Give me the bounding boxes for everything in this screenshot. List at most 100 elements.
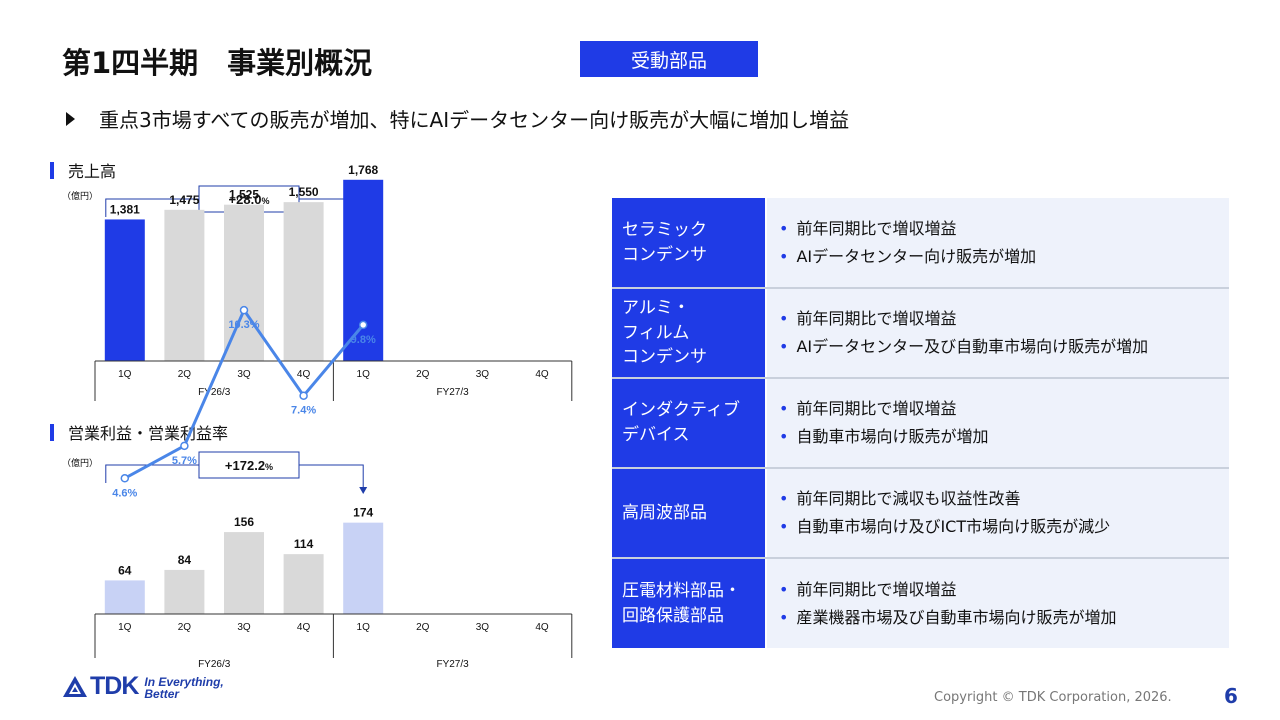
segment-name-line: セラミック: [622, 219, 707, 240]
segment-point-text: 前年同期比で増収増益: [796, 309, 957, 328]
segment-name-line: フィルム: [622, 322, 690, 343]
segment-point-text: 産業機器市場及び自動車市場向け販売が増加: [796, 607, 1117, 627]
margin-label: 5.7%: [172, 455, 197, 467]
segment-point: • AIデータセンター向け販売が増加: [779, 243, 1217, 271]
bar-value-label: 174: [353, 506, 373, 520]
margin-point: [299, 391, 308, 400]
segment-point-text: 前年同期比で減収も収益性改善: [796, 489, 1021, 508]
tdk-logo-mark-icon: [63, 675, 87, 697]
segment-name-line: 高周波部品: [622, 502, 707, 523]
bullet-dot-icon: •: [779, 246, 789, 266]
bar-value-label: 64: [118, 563, 132, 577]
segment-name-line: 圧電材料部品・: [622, 580, 741, 601]
segment-row: 高周波部品 • 前年同期比で減収も収益性改善 • 自動車市場向け及びICT市場向け販売が…: [612, 468, 1229, 559]
segment-description: • 前年同期比で減収も収益性改善 • 自動車市場向け及びICT市場向け販売が減少: [766, 468, 1229, 559]
growth-label: +28.0%: [229, 192, 270, 207]
bar-4: [283, 202, 324, 361]
bullet-dot-icon: •: [779, 337, 789, 356]
x-tick-label: 4Q: [535, 369, 549, 380]
tagline-line-2: Better: [144, 686, 180, 701]
bar-2: [164, 569, 205, 614]
page-title: 第1四半期 事業別概況: [62, 46, 373, 80]
segment-name: 高周波部品: [612, 468, 767, 559]
growth-unit: %: [261, 196, 269, 206]
segment-point: • AIデータセンター及び自動車市場向け販売が増加: [779, 333, 1217, 361]
margin-point: [120, 474, 130, 483]
margin-point: [180, 441, 189, 451]
x-tick-label: 2Q: [178, 622, 192, 633]
x-tick-label: 3Q: [237, 369, 251, 380]
segment-name-line: アルミ・: [622, 298, 690, 319]
segment-point-text: 自動車市場向け販売が増加: [796, 427, 989, 446]
segment-point-text: 前年同期比で増収増益: [796, 399, 957, 418]
segment-name-line: インダクティブ: [622, 400, 740, 421]
bar-value-label: 156: [234, 515, 254, 529]
group-label: FY26/3: [198, 387, 231, 398]
growth-value: +172.2: [225, 458, 265, 473]
segment-point-text: 自動車市場向け及びICT市場向け販売が減少: [796, 517, 1111, 536]
profit-section-label: 営業利益・営業利益率: [50, 420, 228, 444]
bullet-dot-icon: •: [779, 399, 789, 418]
segment-description: • 前年同期比で増収増益 • AIデータセンター及び自動車市場向け販売が増加: [766, 288, 1229, 379]
segment-name-line: コンデンサ: [622, 347, 707, 368]
group-label: FY27/3: [436, 659, 469, 670]
segment-point-text: 前年同期比で増収増益: [796, 218, 957, 238]
segment-name: セラミック コンデンサ: [612, 198, 767, 289]
x-tick-label: 1Q: [357, 622, 371, 633]
segment-name: インダクティブ デバイス: [612, 378, 767, 469]
sales-chart: +28.0% 1,381 1,475 1,525 1,550 1,768 1Q 2Q 3Q 4Q 1…: [94, 163, 573, 401]
margin-label: 7.4%: [291, 405, 316, 417]
bullet-dot-icon: •: [779, 427, 789, 446]
bar-3: [224, 532, 264, 614]
segment-point-text: 前年同期比で増収増益: [796, 579, 957, 599]
tdk-logo: TDK In Everything, Better: [62, 672, 224, 701]
bar-value-label: 1,381: [110, 202, 140, 216]
segment-name: アルミ・フィルムコンデンサ: [612, 288, 767, 379]
segment-point: • 産業機器市場及び自動車市場向け販売が増加: [779, 604, 1217, 632]
x-tick-label: 2Q: [178, 369, 192, 380]
segment-point: • 自動車市場向け販売が増加: [779, 423, 1217, 451]
bullet-arrow-icon: [66, 111, 75, 126]
section-marker: [50, 423, 54, 441]
segment-row: インダクティブ デバイス • 前年同期比で増収増益 • 自動車市場向け販売が増加: [612, 378, 1229, 469]
segment-row: アルミ・フィルムコンデンサ • 前年同期比で増収増益 • AIデータセンター及び自動車市…: [612, 288, 1229, 379]
growth-label: +172.2%: [225, 458, 273, 473]
bar-2: [164, 209, 205, 361]
sales-section-label: 売上高: [50, 158, 116, 182]
segment-description: • 前年同期比で増収増益 • 産業機器市場及び自動車市場向け販売が増加: [766, 558, 1229, 648]
copyright: Copyright © TDK Corporation, 2026.: [934, 690, 1172, 705]
bar-value-label: 84: [178, 553, 192, 567]
x-tick-label: 4Q: [535, 622, 549, 633]
segment-point: • 自動車市場向け及びICT市場向け販売が減少: [779, 513, 1217, 541]
margin-label: 4.6%: [112, 487, 137, 499]
x-tick-label: 3Q: [476, 369, 490, 380]
segment-name-line: 回路保護部品: [622, 605, 724, 626]
bar-1: [104, 580, 145, 614]
segment-description: • 前年同期比で増収増益 • 自動車市場向け販売が増加: [766, 378, 1229, 469]
bar-value-label: 1,768: [348, 163, 378, 177]
segment-name-line: デバイス: [622, 425, 690, 445]
bullet-dot-icon: •: [779, 218, 789, 238]
tagline-line-1: In Everything,: [144, 674, 224, 689]
segment-point: • 前年同期比で減収も収益性改善: [779, 485, 1217, 513]
headline: 重点3市場すべての販売が増加、特にAIデータセンター向け販売が大幅に増加し増益: [62, 104, 849, 133]
growth-value: +28.0: [229, 192, 262, 207]
bar-3: [224, 204, 264, 361]
bullet-dot-icon: •: [779, 309, 789, 328]
sales-section-title: 売上高: [68, 162, 117, 181]
bar-value-label: 1,475: [169, 193, 199, 207]
growth-arrow-icon: [359, 487, 368, 494]
group-label: FY26/3: [198, 659, 231, 670]
bar-value-label: 1,550: [289, 185, 319, 199]
logo-wordmark: TDK: [90, 672, 139, 700]
logo-tagline: In Everything, Better: [144, 676, 223, 700]
segment-row: セラミック コンデンサ • 前年同期比で増収増益 • AIデータセンター向け販売が増加: [612, 198, 1229, 289]
bar-4: [283, 554, 324, 614]
bullet-dot-icon: •: [779, 607, 789, 627]
sales-unit: （億円）: [62, 192, 99, 202]
segment-row: 圧電材料部品・ 回路保護部品 • 前年同期比で増収増益 • 産業機器市場及び自動車市場向け…: [612, 558, 1229, 648]
growth-unit: %: [265, 462, 273, 472]
segment-point: • 前年同期比で増収増益: [779, 305, 1217, 333]
group-label: FY27/3: [436, 387, 469, 398]
segment-summary-table: セラミック コンデンサ • 前年同期比で増収増益 • AIデータセンター向け販売が増加 アル…: [612, 198, 1229, 648]
